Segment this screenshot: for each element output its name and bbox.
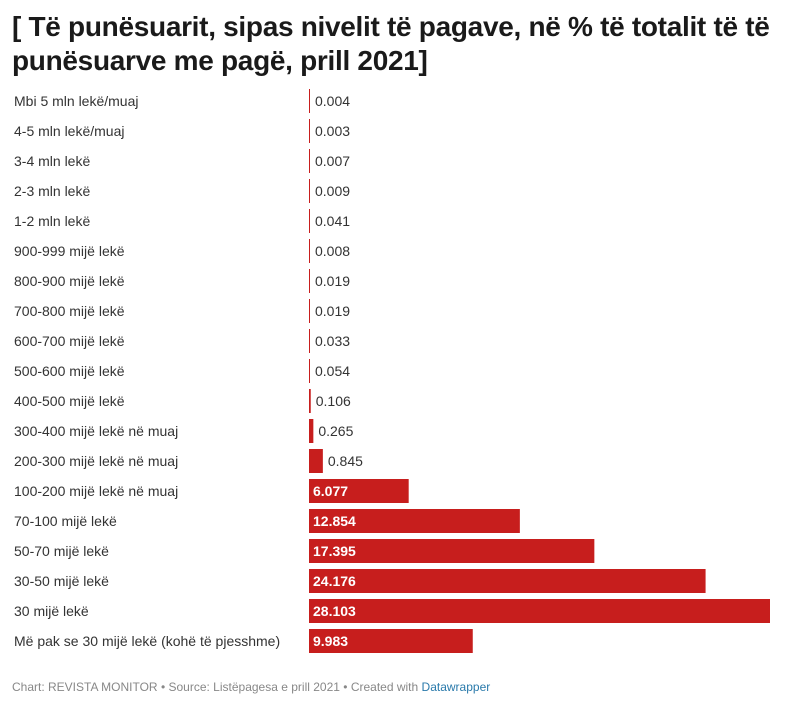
bar [309,629,473,653]
category-label: 800-900 mijë lekë [14,273,125,289]
value-label: 0.009 [315,183,350,199]
category-label: 3-4 mln lekë [14,153,90,169]
value-label: 0.007 [315,153,350,169]
value-label: 28.103 [313,603,356,619]
chart-credit: Chart: REVISTA MONITOR [12,680,158,694]
category-label: 100-200 mijë lekë në muaj [14,483,178,499]
bar [309,179,310,203]
bar [309,419,314,443]
category-label: 70-100 mijë lekë [14,513,117,529]
chart-source: Source: Listëpagesa e prill 2021 [168,680,340,694]
value-label: 0.003 [315,123,350,139]
value-label: 0.019 [315,273,350,289]
bar [309,239,310,263]
category-label: 500-600 mijë lekë [14,363,125,379]
value-label: 0.004 [315,93,350,109]
category-label: 1-2 mln lekë [14,213,90,229]
bar [309,329,310,353]
bar [309,209,310,233]
value-label: 0.019 [315,303,350,319]
category-label: Mbi 5 mln lekë/muaj [14,93,139,109]
category-label: 50-70 mijë lekë [14,543,109,559]
bar [309,359,310,383]
bar [309,599,770,623]
category-label: 400-500 mijë lekë [14,393,125,409]
created-with-text: Created with [350,680,419,694]
value-label: 12.854 [313,513,356,529]
value-label: 0.265 [318,423,353,439]
value-label: 0.041 [315,213,350,229]
category-label: 2-3 mln lekë [14,183,90,199]
bar [309,449,323,473]
value-label: 0.054 [315,363,350,379]
bar [309,89,310,113]
bar [309,389,311,413]
category-label: 30-50 mijë lekë [14,573,109,589]
value-label: 9.983 [313,633,348,649]
bar [309,269,310,293]
chart-footer: Chart: REVISTA MONITOR • Source: Listëpa… [12,680,490,694]
footer-separator: • [343,680,348,694]
value-label: 17.395 [313,543,356,559]
category-label: 700-800 mijë lekë [14,303,125,319]
value-label: 0.033 [315,333,350,349]
bar [309,479,409,503]
bar [309,509,520,533]
category-label: 200-300 mijë lekë në muaj [14,453,178,469]
category-label: 900-999 mijë lekë [14,243,125,259]
category-label: 600-700 mijë lekë [14,333,125,349]
chart-title: [ Të punësuarit, sipas nivelit të pagave… [12,11,770,76]
bar [309,149,310,173]
bar [309,569,706,593]
value-label: 24.176 [313,573,356,589]
value-label: 0.845 [328,453,363,469]
value-label: 6.077 [313,483,348,499]
category-label: 4-5 mln lekë/muaj [14,123,125,139]
value-label: 0.106 [316,393,351,409]
datawrapper-link[interactable]: Datawrapper [421,680,491,694]
bar [309,299,310,323]
value-label: 0.008 [315,243,350,259]
category-label: 30 mijë lekë [14,603,89,619]
bar [309,119,310,143]
footer-separator: • [160,680,166,694]
bar [309,539,595,563]
category-label: Më pak se 30 mijë lekë (kohë të pjesshme… [14,633,280,649]
bar-chart: Mbi 5 mln lekë/muaj 0.004 4-5 mln lekë/mua… [14,89,770,653]
category-label: 300-400 mijë lekë në muaj [14,423,178,439]
